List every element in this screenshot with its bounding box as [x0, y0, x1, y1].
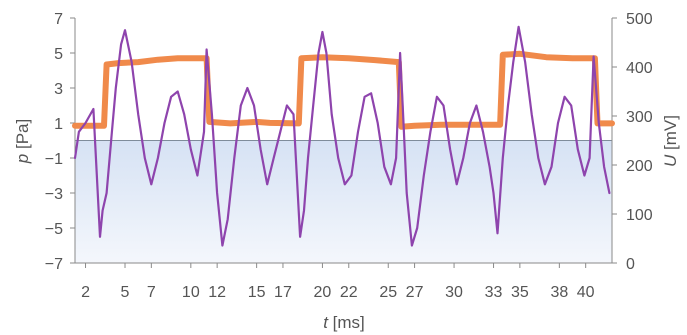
x-tick-label: 7: [147, 284, 156, 301]
pressure-series-line: [73, 25, 611, 247]
y-left-ticks: 7 5 3 1 −1 −3 −5 −7: [45, 11, 75, 273]
y-right-tick-label: 300: [626, 109, 653, 126]
below-zero-region: [75, 140, 612, 263]
y-right-ticks: 500 400 300 200 100 0: [612, 11, 653, 273]
y-right-tick-label: 400: [626, 60, 653, 77]
x-tick-label: 17: [274, 284, 292, 301]
voltage-series-line: [72, 50, 615, 130]
x-tick-label: 30: [445, 284, 463, 301]
y-left-tick-label: −3: [45, 186, 63, 203]
y-left-axis-label: p [Pa]: [13, 119, 32, 164]
x-tick-label: 38: [550, 284, 568, 301]
y-right-axis-label: U [mV]: [661, 115, 680, 167]
x-tick-label: 25: [379, 284, 397, 301]
y-left-tick-label: −1: [45, 151, 63, 168]
x-axis-label: t [ms]: [323, 313, 365, 332]
x-tick-label: 20: [314, 284, 332, 301]
x-tick-label: 33: [485, 284, 503, 301]
y-right-tick-label: 200: [626, 158, 653, 175]
x-tick-label: 22: [340, 284, 358, 301]
x-tick-label: 5: [121, 284, 130, 301]
x-tick-label: 12: [208, 284, 226, 301]
y-left-tick-label: −5: [45, 221, 63, 238]
y-right-tick-label: 100: [626, 207, 653, 224]
y-left-tick-label: −7: [45, 256, 63, 273]
y-left-tick-label: 7: [54, 11, 63, 28]
y-left-tick-label: 3: [54, 81, 63, 98]
x-tick-label: 35: [511, 284, 529, 301]
x-tick-label: 10: [182, 284, 200, 301]
y-right-tick-label: 0: [626, 256, 635, 273]
x-tick-label: 27: [406, 284, 424, 301]
x-tick-label: 15: [248, 284, 266, 301]
y-left-tick-label: 5: [54, 46, 63, 63]
x-ticks: 2 5 7 10 12 15 17 20 22 25 27 30 33 35 38 40: [81, 263, 595, 301]
x-tick-label: 2: [81, 284, 90, 301]
series-group: [72, 25, 615, 247]
y-left-tick-label: 1: [54, 116, 63, 133]
y-right-tick-label: 500: [626, 11, 653, 28]
x-tick-label: 40: [577, 284, 595, 301]
